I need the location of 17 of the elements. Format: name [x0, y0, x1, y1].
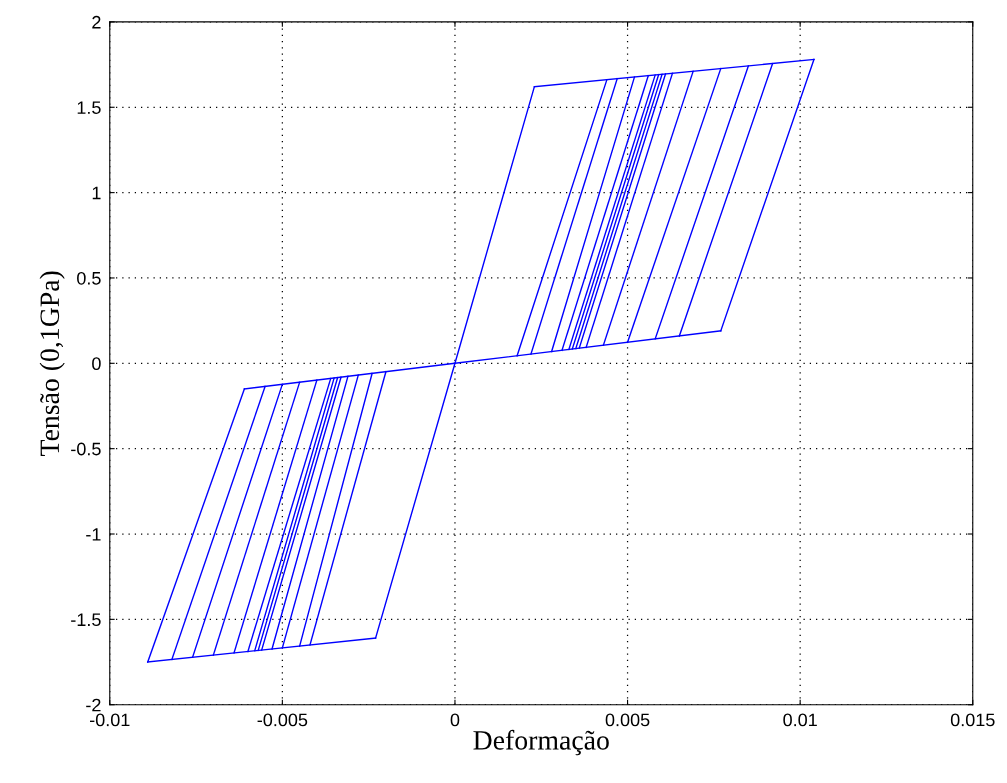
y-tick-label: -1: [86, 528, 101, 541]
x-tick-label: -0.005: [257, 713, 308, 727]
y-tick-label: 0.5: [77, 271, 101, 285]
y-tick-label: -1.5: [71, 613, 101, 627]
y-tick-label: 1: [92, 186, 101, 200]
x-tick-label: 0.015: [950, 713, 995, 727]
y-tick-label: -2: [86, 698, 101, 712]
x-axis-title: Deformação: [473, 729, 609, 756]
x-tick-label: 0.01: [783, 713, 817, 727]
x-tick-label: 0: [450, 713, 460, 727]
y-tick-label: 1.5: [77, 101, 101, 114]
x-tick-label: 0.005: [605, 713, 650, 727]
y-tick-label: 0: [92, 357, 101, 371]
y-tick-label: 2: [92, 15, 101, 29]
y-tick-label: -0.5: [71, 442, 101, 456]
y-axis-title: Tensão (0,1GPa): [39, 271, 65, 456]
x-tick-label: -0.01: [89, 713, 130, 727]
